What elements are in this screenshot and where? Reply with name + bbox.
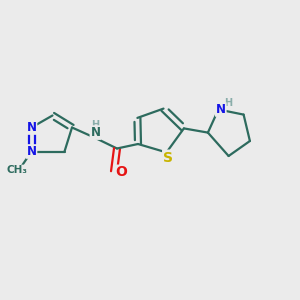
Text: H: H: [91, 120, 100, 130]
Text: CH₃: CH₃: [7, 165, 28, 176]
Text: N: N: [26, 145, 37, 158]
Text: S: S: [163, 151, 173, 164]
Text: H: H: [224, 98, 232, 108]
Text: O: O: [116, 166, 128, 179]
Text: N: N: [216, 103, 226, 116]
Text: N: N: [90, 126, 100, 139]
Text: N: N: [26, 121, 37, 134]
